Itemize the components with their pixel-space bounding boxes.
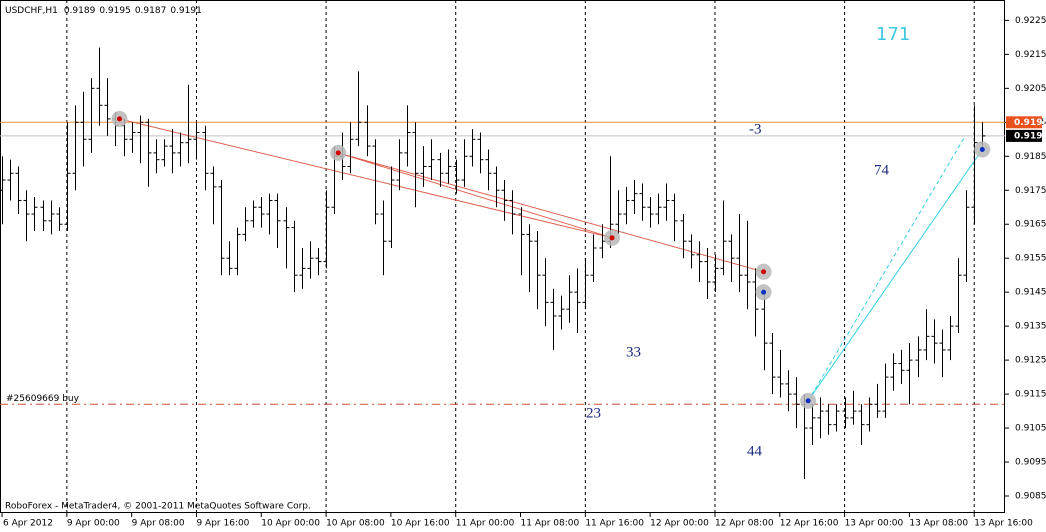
x-tick-label: 13 Apr 16:00 — [974, 519, 1033, 529]
x-tick-label: 11 Apr 00:00 — [456, 519, 515, 529]
x-tick-label: 13 Apr 00:00 — [845, 519, 904, 529]
x-tick-label: 10 Apr 08:00 — [326, 519, 385, 529]
y-tick-label: 0.9185 — [1015, 152, 1046, 162]
y-tick-label: 0.9215 — [1015, 50, 1046, 60]
annotation: 74 — [874, 162, 890, 178]
annotation: -3 — [749, 121, 762, 137]
y-tick-label: 0.9105 — [1015, 424, 1046, 434]
symbol: USDCHF,H1 — [5, 6, 58, 16]
price-tag-label: 0.9191 — [1014, 131, 1046, 141]
trade-marker-dot — [335, 150, 341, 156]
y-tick-label: 0.9115 — [1015, 390, 1046, 400]
x-tick-label: 12 Apr 00:00 — [650, 519, 709, 529]
last-high: 0.9195 — [99, 6, 131, 16]
annotation: 33 — [626, 344, 641, 360]
last-open: 0.9189 — [64, 6, 96, 16]
footer: RoboForex - MetaTrader4, © 2001-2011 Met… — [5, 502, 311, 512]
x-tick-label: 12 Apr 16:00 — [780, 519, 839, 529]
trade-marker-dot — [116, 116, 122, 122]
y-tick-label: 0.9085 — [1015, 492, 1046, 502]
x-tick-label: 11 Apr 08:00 — [521, 519, 580, 529]
x-tick-label: 6 Apr 2012 — [3, 519, 53, 529]
x-tick-label: 10 Apr 16:00 — [391, 519, 450, 529]
last-low: 0.9187 — [135, 6, 167, 16]
y-tick-label: 0.9175 — [1015, 186, 1046, 196]
trendline — [338, 152, 764, 273]
y-tick-label: 0.9225 — [1015, 16, 1046, 26]
last-close: 0.9191 — [170, 6, 202, 16]
x-tick-label: 9 Apr 00:00 — [67, 519, 120, 529]
y-tick-label: 0.9095 — [1015, 458, 1046, 468]
annotation: 23 — [586, 405, 601, 421]
trendline — [338, 152, 613, 239]
x-tick-label: 10 Apr 00:00 — [261, 519, 320, 529]
y-tick-label: 0.9145 — [1015, 288, 1046, 298]
chart-header: USDCHF,H1 0.9189 0.9195 0.9187 0.9191 — [5, 6, 202, 16]
x-tick-label: 13 Apr 08:00 — [909, 519, 968, 529]
x-tick-label: 11 Apr 16:00 — [585, 519, 644, 529]
plot-frame — [0, 0, 1005, 513]
trade-marker-dot — [979, 146, 985, 152]
order-label: #25609669 buy — [6, 394, 80, 404]
price-tag — [1006, 129, 1042, 142]
y-tick-label: 0.9125 — [1015, 356, 1046, 366]
x-tick-label: 9 Apr 08:00 — [132, 519, 185, 529]
trade-marker-dot — [761, 269, 767, 275]
trendline — [119, 118, 613, 239]
y-tick-label: 0.9135 — [1015, 322, 1046, 332]
y-tick-label: 0.9155 — [1015, 254, 1046, 264]
x-tick-label: 9 Apr 16:00 — [196, 519, 249, 529]
trendline — [807, 135, 966, 402]
trendline — [807, 149, 983, 402]
trade-marker-dot — [609, 235, 615, 241]
annotation: 171 — [876, 24, 910, 45]
y-tick-label: 0.9165 — [1015, 220, 1046, 230]
trade-marker-dot — [805, 398, 811, 404]
price-tag-label: 0.9195 — [1014, 118, 1046, 128]
price-tag — [1006, 116, 1042, 129]
annotation: 44 — [747, 443, 763, 459]
x-tick-label: 12 Apr 08:00 — [715, 519, 774, 529]
y-tick-label: 0.9205 — [1015, 84, 1046, 94]
trade-marker-dot — [761, 289, 767, 295]
